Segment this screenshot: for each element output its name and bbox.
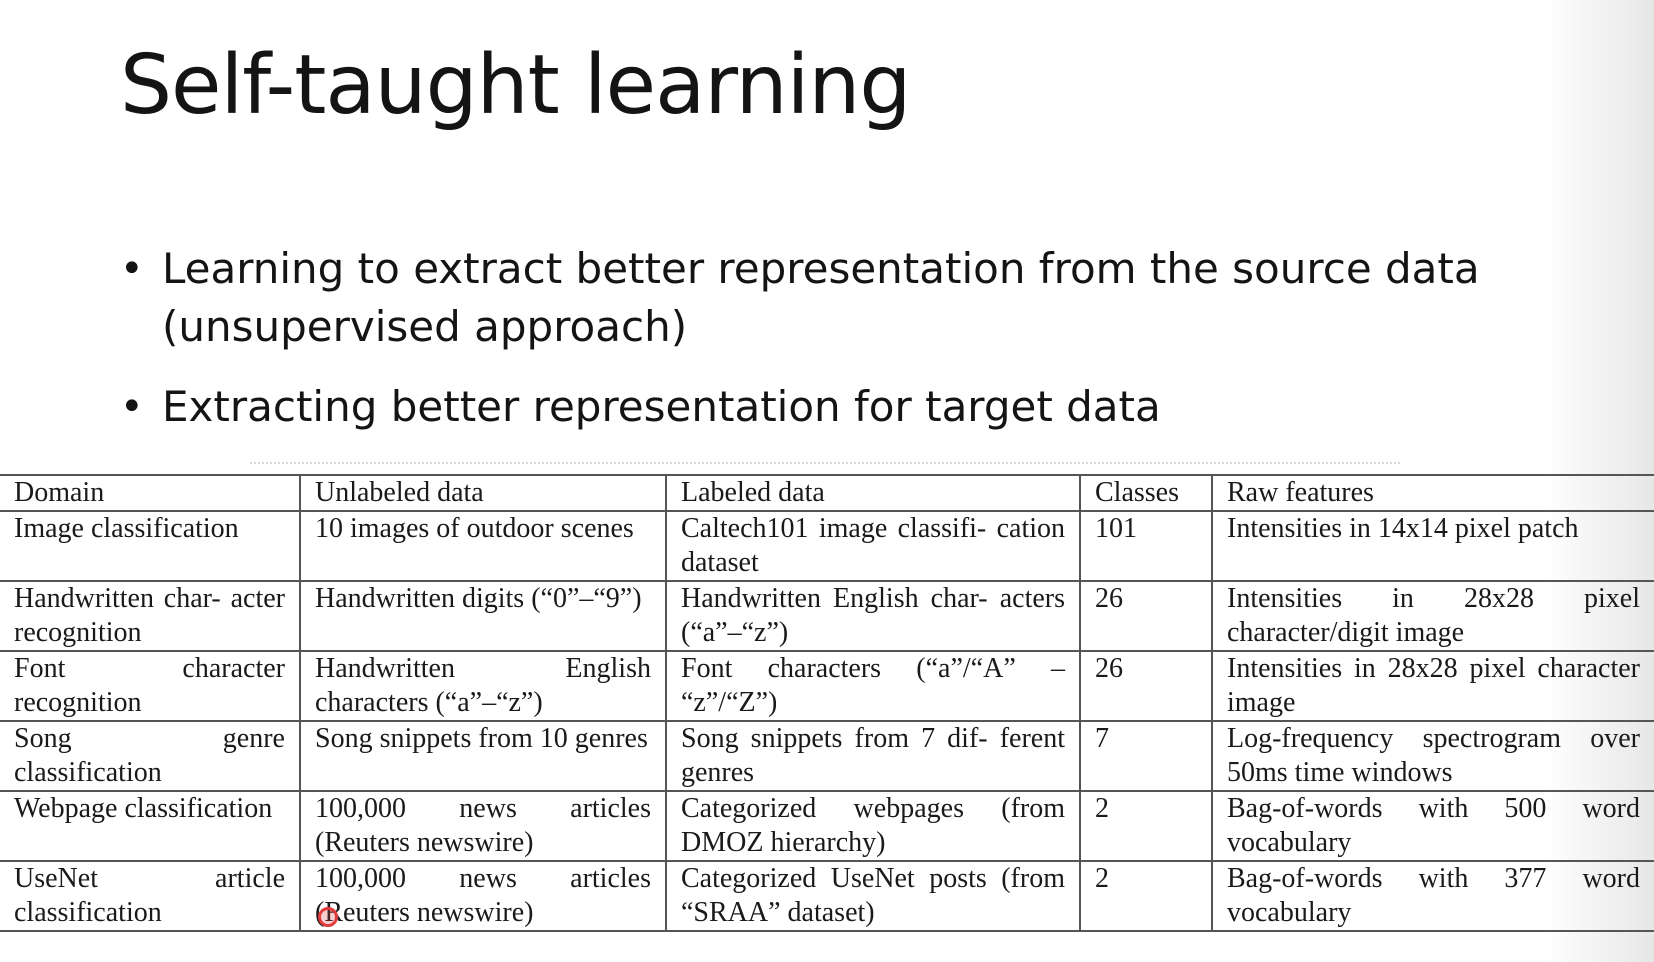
cell-unlabeled: 100,000 news articles (Reuters newswire) (299, 790, 667, 862)
cell-labeled: Caltech101 image classifi- cation datase… (665, 510, 1081, 582)
cell-classes: 26 (1079, 580, 1213, 652)
bullet-dot-icon: • (120, 384, 144, 430)
table-row: Font character recognition Handwritten E… (0, 650, 1654, 722)
cell-labeled: Categorized UseNet posts (from “SRAA” da… (665, 860, 1081, 932)
cell-domain: Handwritten char- acter recognition (0, 580, 301, 652)
cell-raw-features: Intensities in 14x14 pixel patch (1211, 510, 1654, 582)
bullet-item: • Learning to extract better representat… (120, 240, 1520, 356)
cell-raw-features: Intensities in 28x28 pixel character/dig… (1211, 580, 1654, 652)
bullet-text: Learning to extract better representatio… (162, 244, 1480, 351)
cell-classes: 26 (1079, 650, 1213, 722)
cell-domain: UseNet article classification (0, 860, 301, 932)
domain-table-container: Domain Unlabeled data Labeled data Class… (0, 474, 1654, 932)
cell-labeled: Font characters (“a”/“A” – “z”/“Z”) (665, 650, 1081, 722)
cell-unlabeled: 100,000 news articles (Reuters newswire) (299, 860, 667, 932)
cell-domain: Webpage classification (0, 790, 301, 862)
cropped-caption-line (250, 452, 1400, 464)
cell-classes: 101 (1079, 510, 1213, 582)
cell-classes: 2 (1079, 860, 1213, 932)
cell-raw-features: Bag-of-words with 377 word vocabulary (1211, 860, 1654, 932)
table-row: Song genre classification Song snippets … (0, 720, 1654, 792)
bullet-item: • Extracting better representation for t… (120, 378, 1520, 436)
cell-raw-features: Log-frequency spectrogram over 50ms time… (1211, 720, 1654, 792)
slide-title: Self-taught learning (120, 38, 911, 133)
cell-labeled: Song snippets from 7 dif- ferent genres (665, 720, 1081, 792)
table-row: Image classification 10 images of outdoo… (0, 510, 1654, 582)
pointer-cursor-icon (318, 907, 338, 927)
table-row: UseNet article classification 100,000 ne… (0, 860, 1654, 932)
cell-raw-features: Intensities in 28x28 pixel character ima… (1211, 650, 1654, 722)
cell-classes: 2 (1079, 790, 1213, 862)
table-header-row: Domain Unlabeled data Labeled data Class… (0, 474, 1654, 512)
cell-labeled: Handwritten English char- acters (“a”–“z… (665, 580, 1081, 652)
cell-unlabeled: Handwritten English characters (“a”–“z”) (299, 650, 667, 722)
bullet-dot-icon: • (120, 246, 144, 292)
header-raw-features: Raw features (1211, 474, 1654, 512)
header-labeled-data: Labeled data (665, 474, 1081, 512)
table-row: Webpage classification 100,000 news arti… (0, 790, 1654, 862)
cell-domain: Font character recognition (0, 650, 301, 722)
domain-table: Domain Unlabeled data Labeled data Class… (0, 474, 1654, 932)
cell-classes: 7 (1079, 720, 1213, 792)
cell-labeled: Categorized webpages (from DMOZ hierarch… (665, 790, 1081, 862)
bullet-list: • Learning to extract better representat… (120, 240, 1520, 458)
header-domain: Domain (0, 474, 301, 512)
table-row: Handwritten char- acter recognition Hand… (0, 580, 1654, 652)
cell-domain: Image classification (0, 510, 301, 582)
cell-unlabeled: Song snippets from 10 genres (299, 720, 667, 792)
cell-unlabeled: 10 images of outdoor scenes (299, 510, 667, 582)
cell-raw-features: Bag-of-words with 500 word vocabulary (1211, 790, 1654, 862)
header-classes: Classes (1079, 474, 1213, 512)
header-unlabeled-data: Unlabeled data (299, 474, 667, 512)
bullet-text: Extracting better representation for tar… (162, 382, 1161, 431)
cell-unlabeled: Handwritten digits (“0”–“9”) (299, 580, 667, 652)
cell-domain: Song genre classification (0, 720, 301, 792)
